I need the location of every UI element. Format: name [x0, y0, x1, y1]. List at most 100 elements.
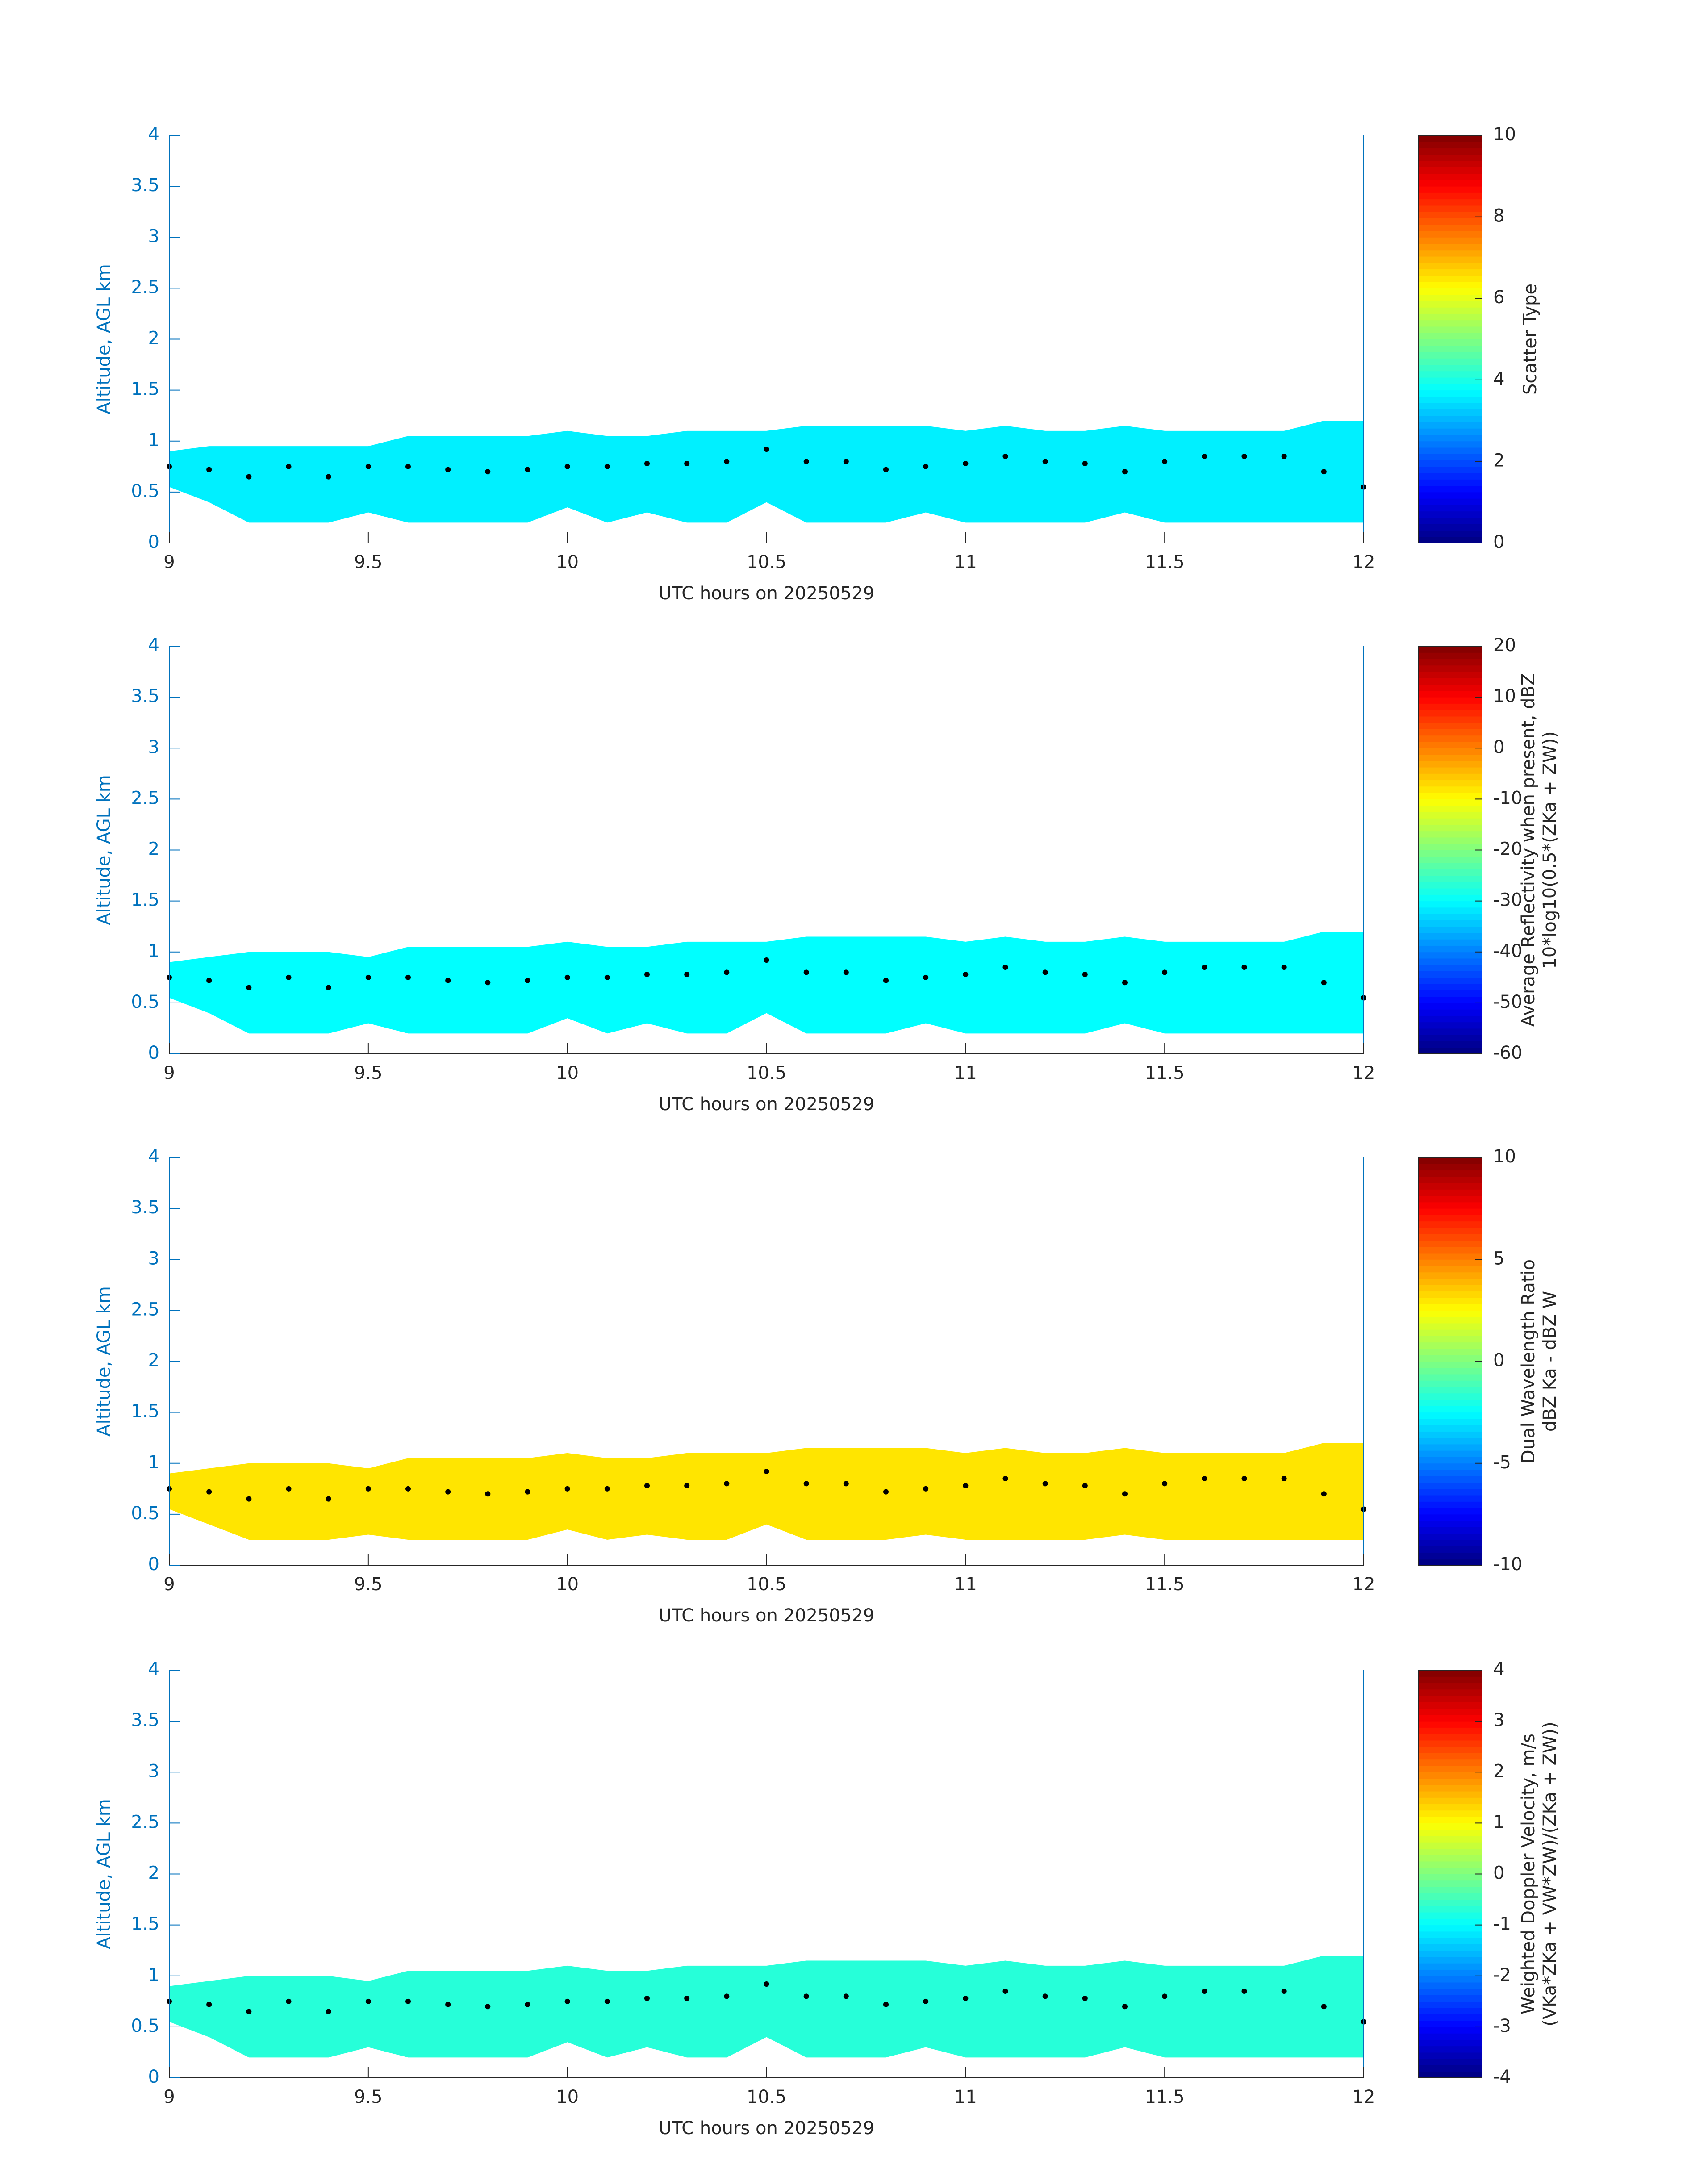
cloud-base-dot — [843, 1993, 849, 1999]
cloud-base-dot — [1281, 453, 1287, 459]
y-axis-label: Altitude, AGL km — [94, 1799, 114, 1949]
colorbar-cell — [1419, 748, 1482, 755]
cloud-base-dot — [1042, 1993, 1048, 1999]
colorbar-cell — [1419, 1835, 1482, 1843]
colorbar-tick-label: -60 — [1493, 1043, 1522, 1063]
x-tick-label: 11.5 — [1145, 1574, 1185, 1595]
colorbar-cell — [1419, 256, 1482, 263]
cloud-base-dot — [923, 1486, 929, 1492]
x-tick-label: 9 — [163, 2087, 175, 2107]
y-tick-label: 3.5 — [131, 1710, 159, 1730]
colorbar-cell — [1419, 869, 1482, 876]
colorbar-cell — [1419, 837, 1482, 844]
colorbar-cell — [1419, 281, 1482, 288]
cloud-base-dot — [206, 978, 212, 983]
colorbar-cell — [1419, 1734, 1482, 1741]
cloud-base-dot — [286, 974, 292, 980]
colorbar-cell — [1419, 345, 1482, 352]
colorbar-cell — [1419, 1329, 1482, 1336]
colorbar-cell — [1419, 811, 1482, 819]
cloud-base-dot — [1321, 1491, 1327, 1497]
colorbar-cell — [1419, 850, 1482, 857]
colorbar-cell — [1419, 1746, 1482, 1753]
colorbar-cell — [1419, 1740, 1482, 1747]
cloud-base-dot — [883, 467, 889, 472]
colorbar-tick-label: -10 — [1493, 1554, 1522, 1575]
colorbar-cell — [1419, 1202, 1482, 1209]
colorbar-cell — [1419, 498, 1482, 505]
x-tick-label: 9.5 — [354, 2087, 383, 2107]
colorbar-cell — [1419, 262, 1482, 270]
cloud-base-dot — [764, 957, 769, 963]
colorbar-cell — [1419, 1361, 1482, 1368]
colorbar-cell — [1419, 1765, 1482, 1772]
colorbar-cell — [1419, 1918, 1482, 1926]
colorbar-cell — [1419, 760, 1482, 768]
colorbar-tick-label: 0 — [1493, 1863, 1504, 1884]
y-tick-label: 0 — [148, 532, 159, 552]
colorbar-tick-label: 0 — [1493, 1350, 1504, 1371]
colorbar-cell — [1419, 1552, 1482, 1559]
cloud-base-dot — [1122, 2004, 1128, 2010]
colorbar-cell — [1419, 677, 1482, 685]
colorbar-cell — [1419, 160, 1482, 167]
colorbar-cell — [1419, 1387, 1482, 1394]
cloud-base-dot — [684, 971, 690, 977]
colorbar-cell — [1419, 1931, 1482, 1938]
colorbar-cell — [1419, 1208, 1482, 1215]
colorbar-tick-label: -4 — [1493, 2067, 1511, 2087]
cloud-base-dot — [724, 1993, 730, 1999]
colorbar-cell — [1419, 798, 1482, 806]
colorbar-tick-label: -5 — [1493, 1452, 1511, 1473]
colorbar-cell — [1419, 1259, 1482, 1266]
colorbar-cell — [1419, 2071, 1482, 2078]
colorbar-cell — [1419, 1772, 1482, 1779]
colorbar-cell — [1419, 894, 1482, 902]
colorbar-cell — [1419, 703, 1482, 710]
cloud-base-dot — [1082, 971, 1088, 977]
cloud-base-dot — [326, 985, 331, 990]
colorbar-cell — [1419, 1176, 1482, 1183]
colorbar-tick-label: -20 — [1493, 839, 1522, 860]
cloud-base-dot — [684, 1995, 690, 2001]
colorbar-cell — [1419, 415, 1482, 422]
y-tick-label: 0.5 — [131, 1503, 159, 1524]
colorbar-cell — [1419, 288, 1482, 295]
cloud-base-dot — [883, 978, 889, 983]
colorbar-cell — [1419, 1437, 1482, 1445]
colorbar-cell — [1419, 517, 1482, 524]
cloud-base-dot — [1281, 1988, 1287, 1994]
y-tick-label: 1.5 — [131, 379, 159, 400]
colorbar-cell — [1419, 1304, 1482, 1311]
y-tick-label: 0.5 — [131, 2016, 159, 2036]
y-tick-label: 0 — [148, 2067, 159, 2087]
cloud-base-dot — [883, 2002, 889, 2007]
colorbar-cell — [1419, 1880, 1482, 1887]
cloud-base-dot — [764, 447, 769, 452]
cloud-base-dot — [485, 1491, 491, 1497]
cloud-base-dot — [326, 474, 331, 480]
cloud-base-dot — [1241, 1475, 1247, 1481]
colorbar-cell — [1419, 671, 1482, 678]
colorbar-cell — [1419, 888, 1482, 895]
colorbar-cell — [1419, 237, 1482, 244]
colorbar-cell — [1419, 1157, 1482, 1164]
colorbar-cell — [1419, 472, 1482, 480]
cloud-base-dot — [883, 1489, 889, 1495]
colorbar-cell — [1419, 1310, 1482, 1317]
colorbar-cell — [1419, 1425, 1482, 1432]
colorbar-cell — [1419, 1253, 1482, 1260]
colorbar-cell — [1419, 767, 1482, 774]
colorbar-cell — [1419, 990, 1482, 997]
colorbar-cell — [1419, 390, 1482, 397]
cloud-base-dot — [1002, 453, 1008, 459]
colorbar-cell — [1419, 780, 1482, 787]
x-tick-label: 9 — [163, 1063, 175, 1083]
colorbar-cell — [1419, 1028, 1482, 1035]
colorbar-cell — [1419, 422, 1482, 429]
colorbar-tick-label: 4 — [1493, 369, 1504, 389]
cloud-base-dot — [564, 1486, 570, 1492]
colorbar-cell — [1419, 320, 1482, 327]
colorbar-tick-label: 8 — [1493, 206, 1504, 226]
colorbar-cell — [1419, 939, 1482, 946]
